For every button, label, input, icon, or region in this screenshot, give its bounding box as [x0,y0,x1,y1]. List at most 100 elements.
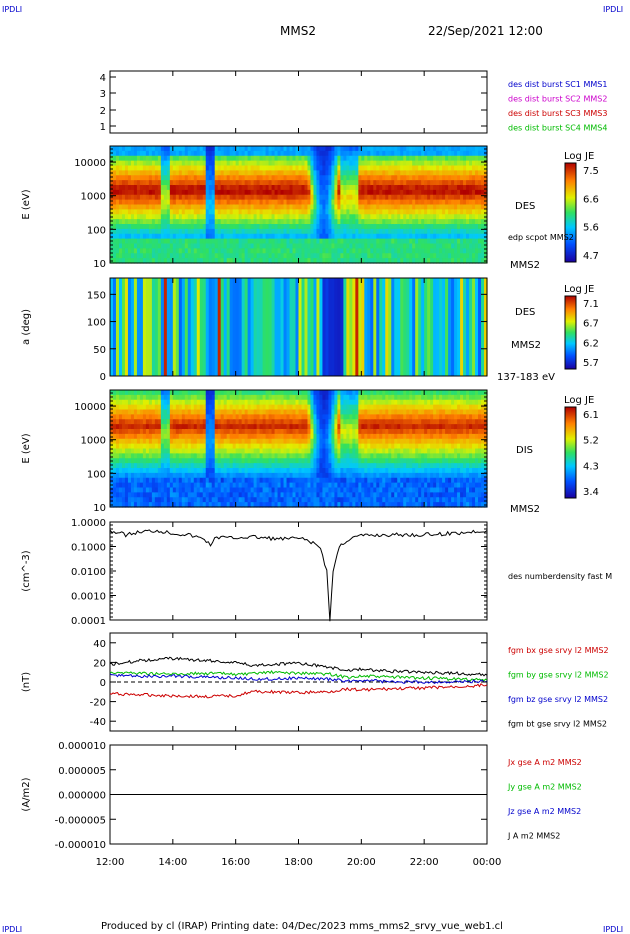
spectrogram-cell [193,399,198,406]
spectrogram-cell [130,189,135,196]
spectrogram-cell [397,199,401,206]
spectrogram-cell [250,209,255,215]
spectrogram-cell [127,399,132,406]
spectrogram-cell [232,253,237,259]
spectrogram-cell [154,453,159,459]
spectrogram-cell [454,146,458,152]
spectrogram-cell [469,248,473,254]
spectrogram-cell [286,468,291,474]
spectrogram-column [406,278,410,376]
spectrogram-cell [454,224,458,230]
spectrogram-cell [334,233,338,240]
spectrogram-cell [154,214,159,220]
spectrogram-cell [277,238,282,245]
spectrogram-cell [127,390,132,396]
spectrogram-cell [172,228,177,235]
spectrogram-cell [322,424,327,430]
spectrogram-cell [262,243,267,249]
spectrogram-cell [217,448,222,454]
spectrogram-cell [451,160,455,167]
spectrogram-cell [322,468,327,474]
spectrogram-cell [178,497,183,503]
spectrogram-cell [211,258,216,264]
spectrogram-cell [130,214,135,220]
spectrogram-cell [136,238,141,245]
spectrogram-cell [127,404,132,411]
spectrogram-cell [166,146,171,152]
spectrogram-cell [400,214,404,220]
spectrogram-cell [190,146,195,152]
spectrogram-cell [163,394,168,401]
spectrogram-cell [205,170,210,176]
spectrogram-cell [268,204,273,210]
spectrogram-cell [295,243,300,249]
spectrogram-cell [151,160,156,167]
spectrogram-cell [199,502,204,508]
spectrogram-cell [154,487,159,493]
spectrogram-cell [277,399,282,406]
spectrogram-cell [226,224,231,230]
spectrogram-cell [340,258,344,264]
spectrogram-cell [319,146,324,152]
spectrogram-cell [367,175,371,181]
spectrogram-cell [307,448,312,454]
spectrogram-cell [325,258,330,264]
spectrogram-cell [331,482,336,489]
spectrogram-cell [136,185,141,191]
spectrogram-cell [157,189,162,196]
spectrogram-cell [229,243,234,249]
spectrogram-cell [259,487,264,493]
spectrogram-cell [271,209,276,215]
spectrogram-cell [193,233,198,240]
spectrogram-cell [151,497,156,503]
spectrogram-cell [154,238,159,245]
spectrogram-cell [169,258,174,264]
spectrogram-cell [427,243,431,249]
spectrogram-cell [289,424,294,430]
spectrogram-cell [229,404,234,411]
spectrogram-cell [151,146,156,152]
spectrogram-cell [334,477,338,484]
spectrogram-cell [220,429,225,435]
spectrogram-cell [187,468,192,474]
spectrogram-cell [361,214,365,220]
spectrogram-cell [256,155,261,162]
spectrogram-cell [253,472,258,479]
spectrogram-cell [286,477,291,484]
spectrogram-cell [202,433,207,440]
spectrogram-cell [301,209,306,215]
spectrogram-cell [151,414,156,420]
spectrogram-cell [439,189,443,196]
spectrogram-cell [163,175,168,181]
spectrogram-cell [220,155,225,162]
spectrogram-cell [262,409,267,415]
spectrogram-cell [217,248,222,254]
spectrogram-cell [235,199,240,206]
spectrogram-cell [391,204,395,210]
spectrogram-cell [190,204,195,210]
spectrogram-cell [115,429,120,435]
spectrogram-cell [130,482,135,489]
spectrogram-cell [151,209,156,215]
spectrogram-cell [457,199,461,206]
spectrogram-cell [223,409,228,415]
spectrogram-cell [337,189,341,196]
spectrogram-cell [226,238,231,245]
spectrogram-cell [112,233,117,240]
spectrogram-cell [214,243,219,249]
spectrogram-cell [178,233,183,240]
spectrogram-cell [262,502,267,508]
spectrogram-cell [238,433,243,440]
spectrogram-cell [313,194,318,201]
spectrogram-cell [262,155,267,162]
spectrogram-cell [415,170,419,176]
spectrogram-cell [118,214,123,220]
spectrogram-cell [121,482,126,489]
spectrogram-cell [310,463,315,469]
spectrogram-cell [235,209,240,215]
spectrogram-cell [265,492,270,498]
spectrogram-cell [400,204,404,210]
spectrogram-cell [466,160,470,167]
spectrogram-cell [247,409,252,415]
spectrogram-cell [256,150,261,157]
